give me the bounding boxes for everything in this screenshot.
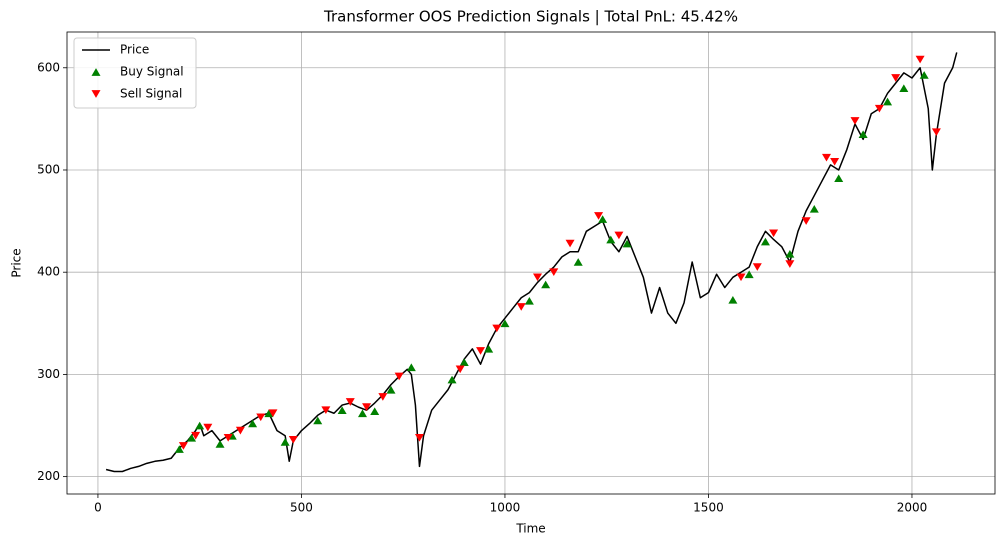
plot-frame [66,31,996,495]
signal-marker [785,249,795,258]
signal-marker [541,280,551,289]
legend-label: Sell Signal [120,87,182,101]
signal-marker [256,413,266,422]
signal-marker [313,416,323,425]
signal-marker [476,347,486,355]
signal-marker [264,409,274,418]
signal-marker [931,128,941,136]
signal-marker [821,153,831,162]
signal-marker [447,375,457,384]
y-tick-label: 600 [37,60,60,74]
signal-marker [459,358,469,366]
signal-marker [394,372,404,381]
chart-title: Transformer OOS Prediction Signals | Tot… [323,8,738,26]
signal-marker [533,273,543,282]
signal-marker [455,365,465,374]
signal-marker [899,84,909,93]
signal-marker [406,363,416,372]
signal-marker [883,97,893,106]
signal-marker [195,421,205,430]
signal-marker [752,263,762,271]
legend-swatch [91,90,101,98]
x-tick-label: 1500 [693,501,724,515]
signal-marker [614,231,624,240]
signal-marker [223,433,233,442]
signal-marker [178,442,188,450]
signal-marker [337,406,347,415]
signal-marker [573,258,583,266]
y-tick-label: 500 [37,162,60,176]
signal-marker [362,403,372,411]
legend-box [73,37,197,109]
x-tick-label: 1000 [490,501,521,515]
y-tick-label: 300 [37,367,60,381]
price-line [105,52,958,473]
y-tick-label: 200 [37,469,60,483]
signal-marker [598,215,608,223]
signal-marker [809,205,819,213]
legend-label: Buy Signal [120,65,184,79]
signal-marker [594,212,604,220]
signal-marker [736,273,746,282]
legend-swatch [91,68,101,76]
signal-marker [919,71,929,79]
signal-marker [345,398,355,406]
signal-marker [728,295,738,304]
signal-marker [830,157,840,166]
signal-marker [191,431,201,440]
legend-label: Price [120,43,149,57]
x-tick-label: 2000 [897,501,928,515]
y-tick-label: 400 [37,265,60,279]
signal-marker [321,406,331,415]
signal-marker [280,438,290,446]
x-tick-label: 500 [290,501,313,515]
x-axis-label: Time [515,522,545,536]
signal-marker [378,393,388,401]
signal-marker [760,237,770,246]
signal-marker [248,419,258,428]
signal-marker [769,229,779,238]
signal-marker [785,260,795,268]
signal-marker [484,345,494,353]
signal-marker [858,130,868,139]
signal-marker [606,235,616,244]
signal-marker [801,217,811,225]
y-axis-label: Price [10,248,24,277]
signal-marker [268,409,278,418]
signal-marker [187,433,197,442]
signal-marker [516,303,526,311]
signal-marker [203,423,213,432]
signal-marker [891,74,901,82]
signal-marker [492,324,502,333]
signal-marker [874,104,884,113]
signal-marker [370,407,380,416]
signal-marker [850,117,860,125]
signal-marker [915,55,925,64]
signal-marker [174,445,184,453]
signal-marker [549,268,559,277]
signal-marker [622,239,632,248]
signal-marker [565,239,575,248]
signal-marker [414,433,424,442]
signal-marker [386,385,396,394]
signal-marker [524,296,534,305]
signal-marker [357,409,367,418]
signal-marker [215,440,225,448]
signal-marker [834,174,844,182]
signal-marker [744,270,754,279]
x-tick-label: 0 [94,501,102,515]
signal-marker [288,436,298,444]
signal-marker [500,319,510,328]
signal-marker [235,426,245,435]
